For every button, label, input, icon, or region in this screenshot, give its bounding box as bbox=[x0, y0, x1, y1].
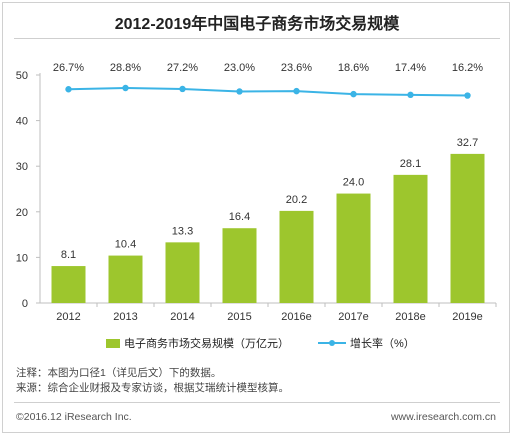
title-divider bbox=[14, 38, 500, 39]
x-tick-label: 2016e bbox=[281, 311, 312, 323]
growth-point bbox=[350, 90, 357, 98]
growth-value-label: 28.8% bbox=[110, 62, 141, 74]
growth-line bbox=[68, 86, 468, 97]
y-tick-label: 30 bbox=[16, 161, 28, 173]
bar-value-label: 20.2 bbox=[286, 194, 307, 206]
y-tick-label: 40 bbox=[16, 116, 28, 128]
growth-value-label: 27.2% bbox=[167, 62, 198, 74]
x-tick-label: 2012 bbox=[56, 311, 80, 323]
legend-bar: 电子商务市场交易规模（万亿元） bbox=[106, 336, 289, 350]
y-tick-label: 10 bbox=[16, 252, 28, 264]
legend-line-swatch bbox=[318, 339, 346, 347]
legend-line-label: 增长率（%） bbox=[350, 338, 415, 350]
bar-value-label: 8.1 bbox=[61, 249, 76, 261]
note-line-2: 来源：综合企业财报及专家访谈，根据艾瑞统计模型核算。 bbox=[16, 382, 289, 394]
bar-value-label: 24.0 bbox=[343, 177, 364, 189]
bar-value-label: 28.1 bbox=[400, 158, 421, 170]
chart-plot: 0 10 20 30 40 50 2012 8.1 2013 10.4 2014 13.3 2015 16… bbox=[16, 62, 497, 323]
growth-value-label: 23.6% bbox=[281, 62, 312, 74]
growth-value-label: 26.7% bbox=[53, 62, 84, 74]
bar bbox=[165, 242, 200, 303]
y-tick-label: 0 bbox=[22, 298, 28, 310]
bar bbox=[222, 228, 257, 303]
bar bbox=[108, 255, 143, 303]
growth-value-label: 17.4% bbox=[395, 62, 426, 74]
footer-website[interactable]: www.iresearch.com.cn bbox=[390, 411, 496, 423]
bar bbox=[450, 153, 485, 303]
bar-value-label: 13.3 bbox=[172, 225, 193, 237]
bar-value-label: 32.7 bbox=[457, 137, 478, 149]
x-tick-label: 2019e bbox=[452, 311, 483, 323]
y-tick-label: 20 bbox=[16, 207, 28, 219]
x-tick-label: 2017e bbox=[338, 311, 369, 323]
x-tick-label: 2013 bbox=[113, 311, 137, 323]
legend-line: 增长率（%） bbox=[318, 336, 415, 350]
bar bbox=[336, 193, 371, 303]
chart-title: 2012-2019年中国电子商务市场交易规模 bbox=[114, 16, 400, 33]
bar bbox=[279, 210, 314, 303]
growth-point bbox=[407, 91, 414, 99]
growth-point bbox=[65, 86, 72, 93]
growth-point bbox=[464, 92, 471, 99]
bar-value-label: 16.4 bbox=[229, 211, 250, 223]
growth-point bbox=[122, 84, 129, 92]
bar-value-label: 10.4 bbox=[115, 239, 136, 251]
growth-point bbox=[179, 85, 186, 93]
legend-bar-label: 电子商务市场交易规模（万亿元） bbox=[124, 338, 289, 350]
bar bbox=[393, 174, 428, 303]
legend-bar-swatch bbox=[106, 338, 120, 348]
note-line-1: 注释：本图为口径1（详见后文）下的数据。 bbox=[16, 367, 222, 379]
footer-divider bbox=[14, 402, 500, 403]
y-tick-label: 50 bbox=[16, 70, 28, 82]
growth-value-label: 23.0% bbox=[224, 62, 255, 74]
footer-copyright: ©2016.12 iResearch Inc. bbox=[16, 411, 132, 423]
chart-notes: 注释：本图为口径1（详见后文）下的数据。 来源：综合企业财报及专家访谈，根据艾瑞… bbox=[16, 366, 289, 396]
x-tick-label: 2015 bbox=[227, 311, 251, 323]
growth-value-label: 18.6% bbox=[338, 62, 369, 74]
growth-value-label: 16.2% bbox=[452, 62, 483, 74]
growth-point bbox=[236, 88, 243, 95]
x-tick-label: 2018e bbox=[395, 311, 426, 323]
growth-point bbox=[293, 87, 300, 95]
x-tick-label: 2014 bbox=[170, 311, 194, 323]
bar bbox=[51, 266, 86, 303]
